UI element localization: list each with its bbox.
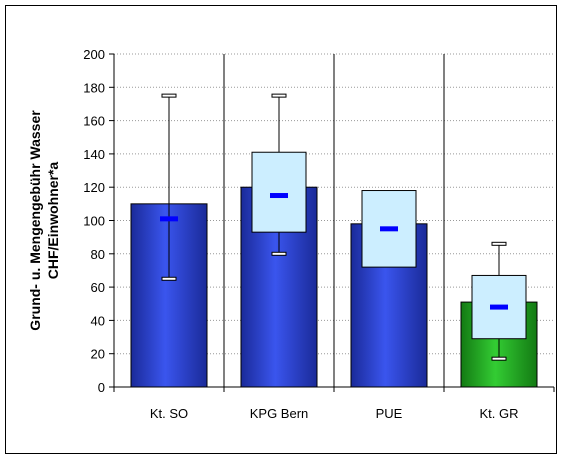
- whisker-cap-bottom: [491, 356, 507, 361]
- mean-marker: [380, 226, 398, 232]
- whisker-cap-top: [491, 241, 507, 246]
- y-tick-label: 80: [91, 247, 105, 262]
- y-axis-title-line2: CHF/Einwohner*a: [45, 162, 61, 280]
- whisker-cap-bottom: [161, 276, 177, 281]
- chart-frame: [5, 5, 557, 454]
- axis-labels: 0 20 40 60 80 100 120 140 160 180 200 Kt. SO KPG Ber…: [27, 47, 519, 421]
- y-tick-label: 100: [83, 214, 105, 229]
- y-tick-label: 0: [98, 380, 105, 395]
- y-tick-label: 60: [91, 280, 105, 295]
- y-axis-title-line1: Grund- u. Mengengebühr Wasser: [27, 110, 43, 331]
- y-tick-label: 120: [83, 180, 105, 195]
- x-category-label: Kt. GR: [479, 406, 518, 421]
- range-box: [251, 151, 307, 233]
- y-tick-label: 40: [91, 313, 105, 328]
- axes: [109, 53, 555, 392]
- y-tick-label: 140: [83, 147, 105, 162]
- whisker-cap-top: [161, 93, 177, 98]
- x-category-label: Kt. SO: [150, 406, 188, 421]
- mean-marker: [270, 193, 288, 199]
- y-tick-label: 180: [83, 80, 105, 95]
- whisker-cap-bottom: [271, 251, 287, 256]
- mean-marker: [160, 216, 178, 222]
- x-category-label: KPG Bern: [250, 406, 309, 421]
- category-separators: [223, 54, 445, 387]
- whisker-cap-top: [271, 93, 287, 98]
- y-tick-label: 20: [91, 347, 105, 362]
- y-tick-label: 160: [83, 114, 105, 129]
- mean-marker: [490, 304, 508, 310]
- y-tick-label: 200: [83, 47, 105, 62]
- bars: [130, 93, 538, 388]
- x-category-label: PUE: [376, 406, 403, 421]
